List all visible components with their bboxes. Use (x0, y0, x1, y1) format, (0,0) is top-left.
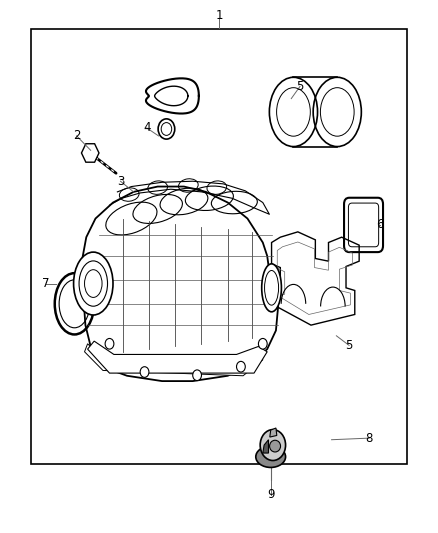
Text: 2: 2 (73, 130, 81, 142)
Ellipse shape (74, 252, 113, 315)
Ellipse shape (260, 430, 286, 461)
Text: 3: 3 (117, 175, 124, 188)
Polygon shape (88, 341, 267, 373)
Polygon shape (85, 344, 263, 376)
Text: 1: 1 (215, 10, 223, 22)
Text: 4: 4 (143, 122, 151, 134)
Bar (31, 29, 407, 464)
Polygon shape (82, 187, 278, 381)
Polygon shape (272, 232, 359, 325)
Polygon shape (270, 428, 277, 437)
Ellipse shape (256, 446, 286, 467)
Ellipse shape (237, 361, 245, 372)
Text: 9: 9 (267, 488, 275, 501)
Polygon shape (263, 440, 268, 453)
Ellipse shape (269, 440, 281, 452)
Text: 6: 6 (376, 219, 384, 231)
Text: 7: 7 (42, 277, 50, 290)
Ellipse shape (261, 264, 281, 312)
Ellipse shape (258, 338, 267, 349)
Text: 8: 8 (366, 432, 373, 445)
Text: 5: 5 (346, 339, 353, 352)
Text: 5: 5 (297, 80, 304, 93)
Ellipse shape (105, 338, 114, 349)
Ellipse shape (140, 367, 149, 377)
Ellipse shape (193, 370, 201, 381)
